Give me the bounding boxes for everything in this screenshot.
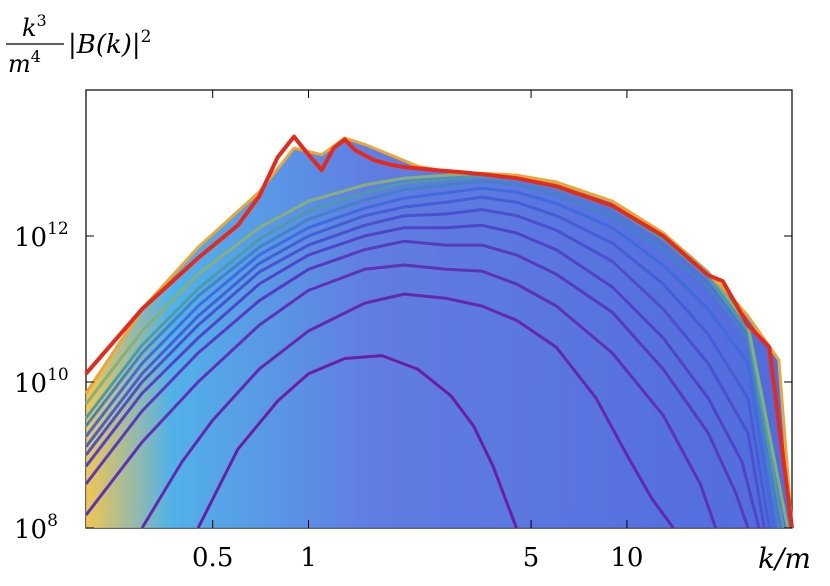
- x-tick-label-4: 10: [610, 543, 643, 573]
- series-line-7: [84, 195, 771, 529]
- y-label-body: |B(k)|2: [68, 27, 152, 60]
- x-tick-label-3: 5: [523, 543, 540, 573]
- x-tick-label-1: 0.5: [192, 543, 233, 573]
- series-line-4: [84, 239, 750, 529]
- tick-layer: 0.5 1 5 10 108 1010 1012: [14, 90, 792, 573]
- y-tick-label-2: 1010: [14, 365, 69, 399]
- series-line-6: [84, 208, 766, 529]
- series-line-8: [84, 186, 776, 529]
- y-tick-label-1: 108: [14, 511, 58, 545]
- x-axis-label: k/m: [758, 542, 811, 575]
- series-line-3: [84, 263, 718, 529]
- envelope-layer: [86, 138, 792, 528]
- series-line-10: [84, 174, 785, 529]
- y-label-numerator: k3: [22, 11, 47, 42]
- x-tick-label-2: 1: [300, 543, 317, 573]
- series-line-1: [196, 354, 518, 529]
- series-line-13: [84, 134, 794, 529]
- y-label-denominator: m4: [8, 47, 41, 78]
- envelope-fill: [86, 138, 792, 528]
- y-tick-label-3: 1012: [14, 219, 69, 253]
- series-line-9: [84, 179, 781, 529]
- series-line-2: [140, 292, 675, 529]
- series-line-5: [84, 223, 761, 529]
- series-layer: [84, 134, 794, 529]
- y-axis-label: k3 m4 |B(k)|2: [6, 11, 152, 78]
